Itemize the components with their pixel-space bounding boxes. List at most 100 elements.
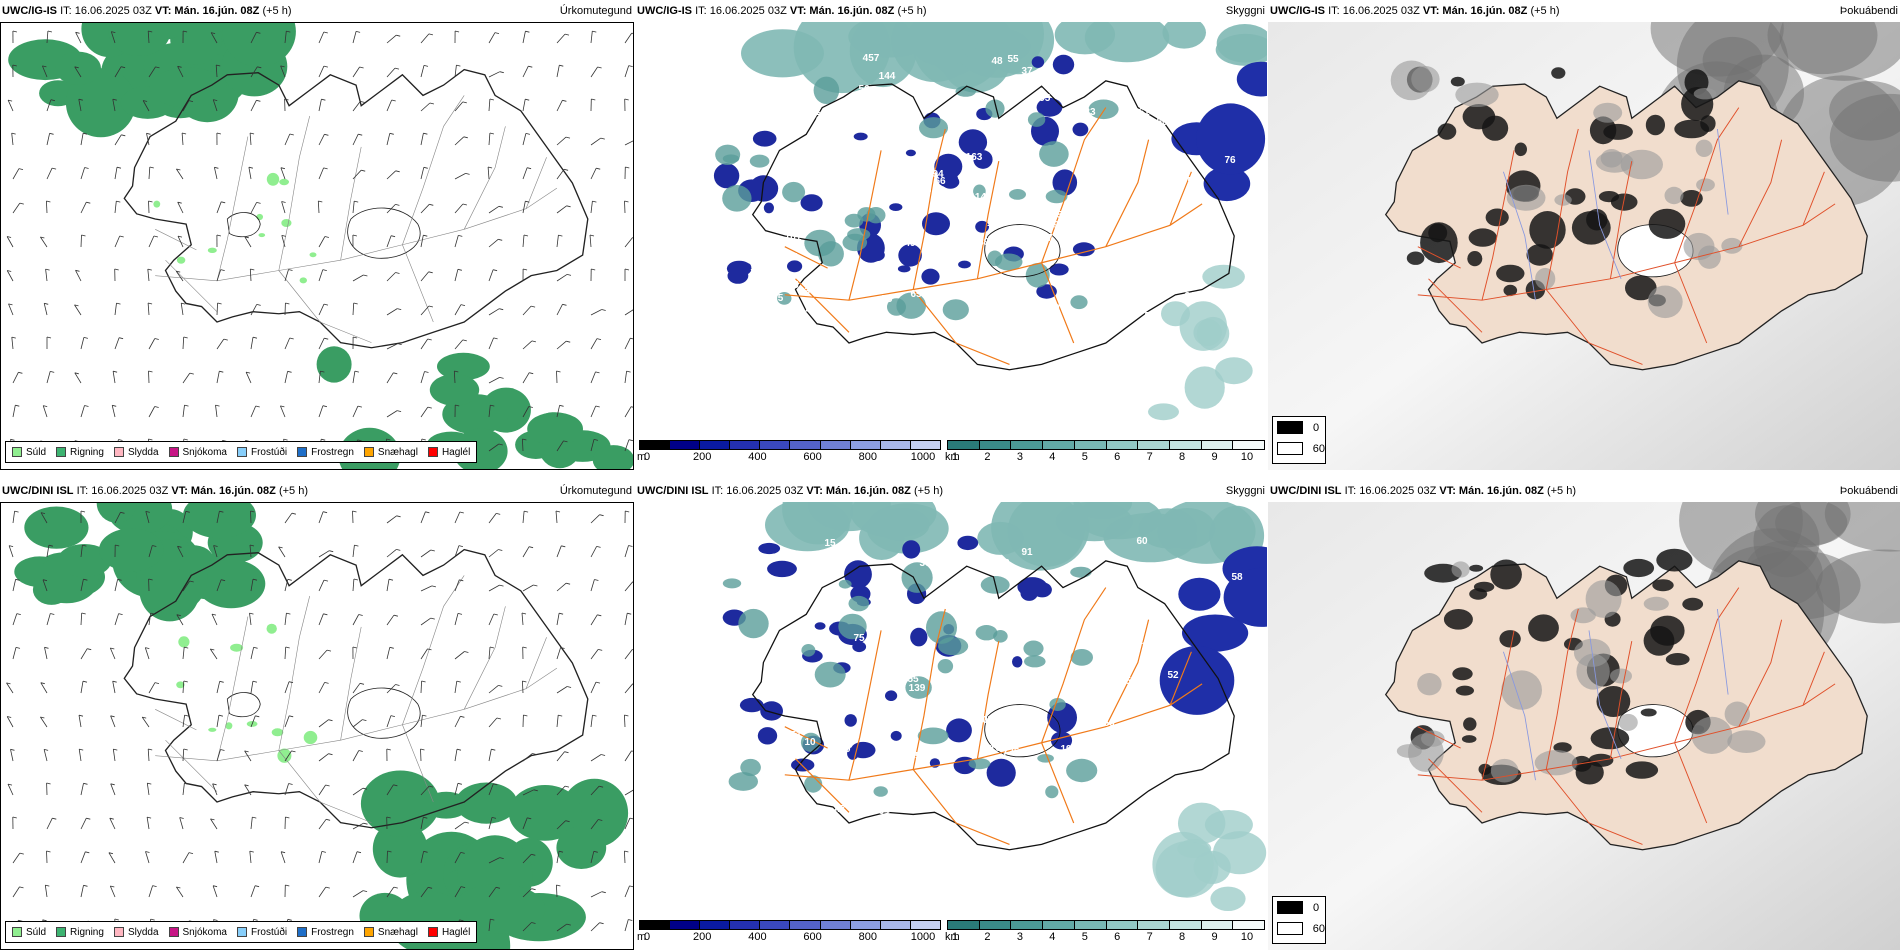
- ceiling-value-label: 61: [1138, 107, 1150, 118]
- ceiling-value-label: 102: [775, 645, 792, 656]
- scale-step: [850, 921, 881, 929]
- precip-map[interactable]: Súld Rigning Slydda Snjókoma Frostúði Fr…: [0, 502, 634, 950]
- legend-swatch: [168, 927, 179, 937]
- ceiling-value-label: 91: [1021, 547, 1033, 558]
- ceiling-value-label: 57: [1041, 233, 1053, 244]
- precip-legend: Súld Rigning Slydda Snjókoma Frostúði Fr…: [5, 921, 478, 943]
- fog-legend-item: 0: [1273, 897, 1325, 918]
- visibility-map[interactable]: 56 50 66 59 65 72 52 59 49 99 61 144 52 47 65 37 49 50 55 6…: [635, 22, 1267, 440]
- fog-legend-swatch: [1277, 901, 1303, 914]
- scale-unit: km: [945, 451, 960, 463]
- scale-step: [1074, 441, 1107, 449]
- ceiling-value-label: 101: [785, 232, 802, 243]
- panel-header: UWC/DINI ISL IT: 16.06.2025 03Z VT: Mán.…: [0, 480, 634, 502]
- ceiling-value-label: 158: [865, 262, 882, 273]
- ceiling-value-label: 58: [1231, 572, 1243, 583]
- scale-step: [670, 441, 701, 449]
- scale-unit: m: [637, 931, 647, 943]
- scale-step: [1233, 921, 1265, 929]
- fog-map[interactable]: 0 60: [1268, 502, 1900, 950]
- scale-tick: 4: [1049, 451, 1056, 463]
- scale-tick: 10: [1240, 451, 1254, 463]
- legend-item-0: Súld: [12, 927, 46, 938]
- ceiling-value-label: 66: [934, 176, 946, 187]
- scale-tick: 9: [1211, 931, 1218, 943]
- panel-header: UWC/IG-IS IT: 16.06.2025 03Z VT: Mán. 16…: [635, 0, 1267, 22]
- legend-label: Súld: [26, 926, 47, 938]
- scale-tick: 400: [748, 931, 767, 943]
- scale-tick: 1000: [910, 931, 936, 943]
- run-info: UWC/DINI ISL IT: 16.06.2025 03Z VT: Mán.…: [637, 485, 943, 497]
- ceiling-value-label: 78: [1144, 721, 1156, 732]
- ceiling-value-label: 55: [1007, 54, 1019, 65]
- legend-item-7: Haglél: [427, 927, 470, 938]
- ceiling-value-label: 55: [907, 674, 919, 685]
- ceiling-value-label: 50: [1187, 176, 1199, 187]
- legend-label: Slydda: [127, 446, 159, 458]
- run-info: UWC/DINI ISL IT: 16.06.2025 03Z VT: Mán.…: [2, 485, 308, 497]
- ceiling-value-label: 34: [913, 794, 925, 805]
- ceiling-value-label: 64: [878, 806, 890, 817]
- precip-map[interactable]: Súld Rigning Slydda Snjókoma Frostúði Fr…: [0, 22, 634, 470]
- scale-step: [820, 921, 851, 929]
- fog-legend-value: 60: [1312, 922, 1325, 935]
- run-info: UWC/IG-IS IT: 16.06.2025 03Z VT: Mán. 16…: [637, 5, 927, 17]
- legend-item-5: Frostregn: [297, 927, 354, 938]
- legend-label: Haglél: [441, 446, 471, 458]
- ceiling-value-label: 10: [804, 737, 816, 748]
- ceiling-value-label: 56: [772, 266, 784, 277]
- scale-step: [640, 441, 671, 449]
- legend-swatch: [363, 927, 374, 937]
- scale-step: [979, 921, 1012, 929]
- ceiling-value-label: 48: [964, 216, 976, 227]
- scale-step: [640, 921, 671, 929]
- scale-step: [910, 921, 940, 929]
- scale-step: [948, 921, 980, 929]
- precip-map-canvas: [1, 23, 633, 469]
- scale-step: [1011, 921, 1044, 929]
- legend-label: Snjókoma: [182, 446, 227, 458]
- ceiling-value-label: 339: [973, 237, 990, 248]
- scale-step: [880, 441, 911, 449]
- scale-tick: 0: [643, 451, 651, 463]
- ceiling-value-label: 37: [1021, 66, 1033, 77]
- ceiling-value-label: 139: [909, 683, 926, 694]
- scale-step: [850, 441, 881, 449]
- scale-tick: 0: [643, 931, 651, 943]
- scale-unit: km: [945, 931, 960, 943]
- scale-step: [700, 441, 731, 449]
- ceiling-value-label: 48: [991, 56, 1003, 67]
- scale-tick: 9: [1211, 451, 1218, 463]
- scale-tick: 600: [803, 451, 822, 463]
- ceiling-value-label: 49: [904, 238, 916, 249]
- legend-swatch: [113, 447, 124, 457]
- ceiling-value-label: 59: [881, 294, 893, 305]
- ceiling-value-label: 65: [910, 289, 922, 300]
- legend-swatch: [113, 927, 124, 937]
- visibility-panel: UWC/IG-IS IT: 16.06.2025 03Z VT: Mán. 16…: [635, 0, 1267, 470]
- scale-step: [1043, 441, 1075, 449]
- ceiling-value-label: 66: [959, 96, 971, 107]
- scale-step: [1201, 441, 1234, 449]
- scale-step: [790, 921, 821, 929]
- ceiling-value-label: 457: [863, 53, 880, 64]
- ceiling-value-label: 95: [990, 794, 1002, 805]
- ceiling-value-label: 44: [902, 620, 914, 631]
- fog-map[interactable]: 0 60: [1268, 22, 1900, 470]
- visibility-map[interactable]: 64 70 55 55 56 59 92 58 51 51 53 78 54 10 15 88 52 47 61 60…: [635, 502, 1267, 920]
- scale-tick: 2: [984, 931, 991, 943]
- ceiling-value-label: 63: [1028, 166, 1040, 177]
- scale-step: [1106, 441, 1139, 449]
- ceiling-value-label: 92: [1001, 617, 1013, 628]
- ceiling-value-label: 72: [810, 111, 822, 122]
- ceiling-value-label: 102: [1142, 641, 1159, 652]
- ceiling-value-label: 82: [849, 699, 861, 710]
- ceiling-value-label: 56: [1103, 718, 1115, 729]
- legend-label: Rigning: [70, 446, 104, 458]
- run-info: UWC/IG-IS IT: 16.06.2025 03Z VT: Mán. 16…: [2, 5, 292, 17]
- ceiling-value-label: 70: [839, 744, 851, 755]
- ceiling-value-label: 244: [1216, 774, 1233, 785]
- ceiling-value-label: 65: [1051, 210, 1063, 221]
- legend-swatch: [56, 447, 67, 457]
- legend-swatch: [427, 447, 438, 457]
